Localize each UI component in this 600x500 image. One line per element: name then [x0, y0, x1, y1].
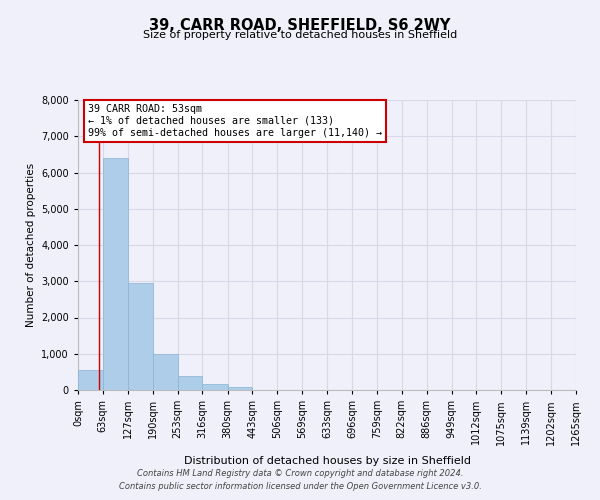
- Text: Size of property relative to detached houses in Sheffield: Size of property relative to detached ho…: [143, 30, 457, 40]
- Bar: [128, 284, 153, 390]
- Bar: [227, 387, 253, 390]
- Bar: [178, 376, 202, 390]
- X-axis label: Distribution of detached houses by size in Sheffield: Distribution of detached houses by size …: [184, 456, 470, 466]
- Text: 39 CARR ROAD: 53sqm
← 1% of detached houses are smaller (133)
99% of semi-detach: 39 CARR ROAD: 53sqm ← 1% of detached hou…: [88, 104, 382, 138]
- Y-axis label: Number of detached properties: Number of detached properties: [26, 163, 35, 327]
- Text: Contains HM Land Registry data © Crown copyright and database right 2024.
Contai: Contains HM Land Registry data © Crown c…: [119, 470, 481, 491]
- Bar: [153, 354, 178, 390]
- Text: 39, CARR ROAD, SHEFFIELD, S6 2WY: 39, CARR ROAD, SHEFFIELD, S6 2WY: [149, 18, 451, 32]
- Bar: [103, 158, 128, 390]
- Bar: [78, 370, 103, 390]
- Bar: [202, 384, 227, 390]
